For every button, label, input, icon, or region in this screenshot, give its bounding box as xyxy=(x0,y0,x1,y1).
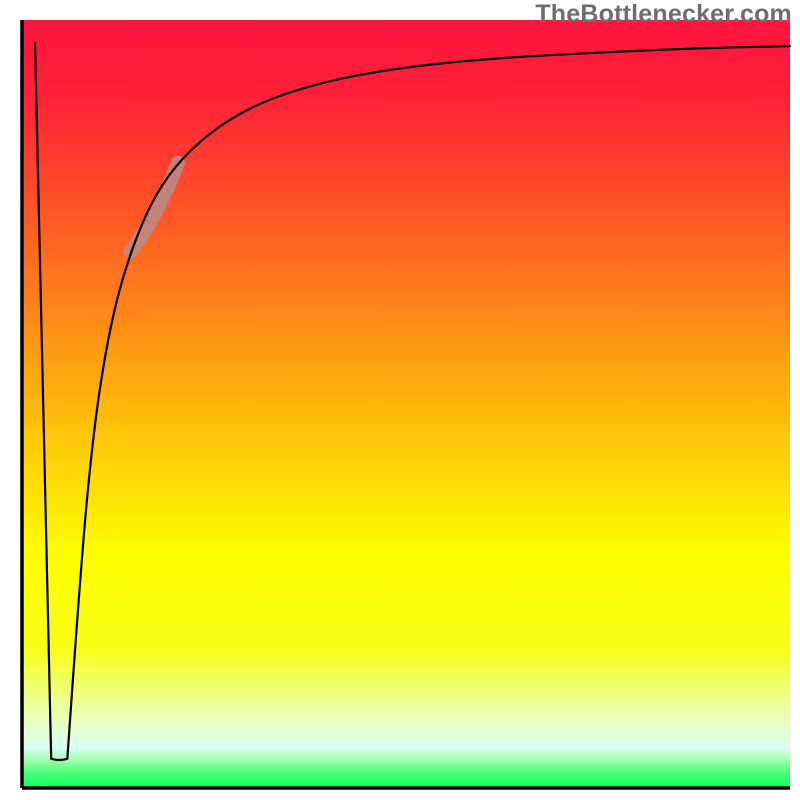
chart-container: TheBottlenecker.com xyxy=(0,0,800,800)
gradient-background xyxy=(22,20,790,788)
chart-svg xyxy=(0,0,800,800)
